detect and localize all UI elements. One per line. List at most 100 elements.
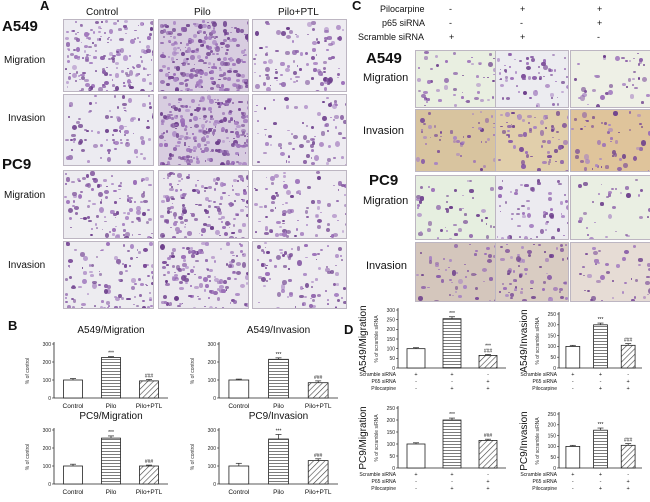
y-tick-label: 250 [387,317,396,323]
chart-b-pc9-migration: PC9/Migration % of control 0 100 200 300 Contr… [25,411,168,496]
treatment-scramble-sign-1: + [449,32,455,42]
condition-sign: - [572,479,574,485]
y-tick-label: 0 [553,466,556,472]
condition-sign: - [415,386,417,392]
micrograph-c-a549-invasion-2 [495,109,569,172]
micrograph-c-a549-migration-1 [415,50,496,108]
x-tick-label: Pilo+PTL [136,489,163,496]
micrograph-c-pc9-invasion-2 [495,242,569,302]
y-tick-label: 250 [548,312,557,318]
treatment-scramble-sign-2: + [520,32,526,42]
condition-sign: - [415,486,417,492]
condition-label: Scramble siRNA [520,472,557,478]
y-tick-label: 100 [548,344,557,350]
chart-title: PC9/Invasion [249,411,308,422]
data-label: *** [598,317,604,323]
treatment-scramble-label: Scramble siRNA [358,32,425,42]
micrograph-a-pc9-migration-pilo [158,170,249,239]
y-tick-label: 300 [208,342,217,348]
y-tick-label: 200 [43,446,52,452]
condition-sign: - [487,472,489,478]
condition-sign: - [627,472,629,478]
data-label: *** [598,422,604,428]
x-tick-label: Pilo+PTL [305,403,332,410]
condition-sign: - [572,486,574,492]
condition-sign: - [415,379,417,385]
bar [63,465,83,485]
y-tick-label: 0 [48,396,51,402]
bar [101,357,121,399]
panel-a-pc9-invasion-label: Invasion [8,260,46,271]
x-tick-label: Control [228,489,250,496]
treatment-p65-sign-3: + [597,18,603,28]
panel-a-pc9-migration-label: Migration [4,190,46,201]
condition-sign: - [451,479,453,485]
condition-sign: + [599,472,602,478]
condition-sign: + [414,472,417,478]
condition-sign: + [414,372,417,378]
y-tick-label: 100 [208,378,217,384]
bar [268,438,289,485]
condition-sign: + [627,386,630,392]
bar [620,444,636,469]
y-tick-label: 50 [550,355,556,361]
y-tick-label: 0 [213,396,216,402]
x-tick-label: Pilo [273,489,284,496]
y-tick-label: 200 [548,323,557,329]
y-tick-label: 300 [387,308,396,314]
condition-sign: + [450,372,453,378]
condition-label: Scramble siRNA [359,372,396,378]
y-tick-label: 50 [389,454,395,460]
y-tick-label: 300 [208,428,217,434]
y-axis-label: % of control [190,444,196,470]
condition-label: P65 siRNA [372,379,397,385]
condition-sign: + [486,479,489,485]
condition-sign: - [600,379,602,385]
y-tick-label: 200 [387,327,396,333]
y-axis-label: % of scramble siRNA [535,317,541,365]
treatment-pilocarpine-label: Pilocarpine [380,4,425,14]
y-axis-label: % of scramble siRNA [535,417,541,465]
micrograph-a-a549-invasion-control [63,94,154,166]
data-label: ### [624,338,633,344]
y-tick-label: 250 [387,406,396,412]
y-tick-label: 50 [550,455,556,461]
y-tick-label: 100 [548,444,557,450]
bar [63,379,83,399]
condition-sign: + [599,372,602,378]
chart-title: A549/Invasion [519,309,530,372]
condition-sign: + [627,379,630,385]
bar [478,440,498,469]
data-label: ### [314,375,323,381]
micrograph-a-a549-migration-pilo [158,19,249,92]
micrograph-c-a549-invasion-3 [570,109,650,172]
data-label: *** [108,430,114,436]
micrograph-a-pc9-migration-control [63,170,154,239]
treatment-pilocarpine-sign-2: + [520,4,526,14]
micrograph-c-pc9-migration-1 [415,175,496,240]
bar [442,419,462,469]
panel-a-cell-a549: A549 [2,18,38,35]
data-label: ### [624,438,633,444]
data-label: ### [145,459,154,465]
data-label: *** [449,311,455,317]
micrograph-c-pc9-invasion-1 [415,242,496,302]
micrograph-a-a549-invasion-pilo [158,94,249,166]
y-tick-label: 150 [387,337,396,343]
condition-sign: + [486,486,489,492]
chart-title: PC9/Migration [358,406,369,469]
data-label: *** [449,412,455,418]
bar [307,382,329,399]
y-tick-label: 100 [43,464,52,470]
condition-label: P65 siRNA [533,479,558,485]
data-label: ### [484,433,493,439]
y-tick-label: 150 [548,333,557,339]
y-tick-label: 200 [43,360,52,366]
condition-sign: - [627,372,629,378]
condition-label: Pilocarpine [532,386,557,392]
y-tick-label: 200 [387,418,396,424]
bar [139,380,159,399]
bar [593,324,608,369]
panel-a-cell-pc9: PC9 [2,156,32,173]
condition-sign: + [571,372,574,378]
